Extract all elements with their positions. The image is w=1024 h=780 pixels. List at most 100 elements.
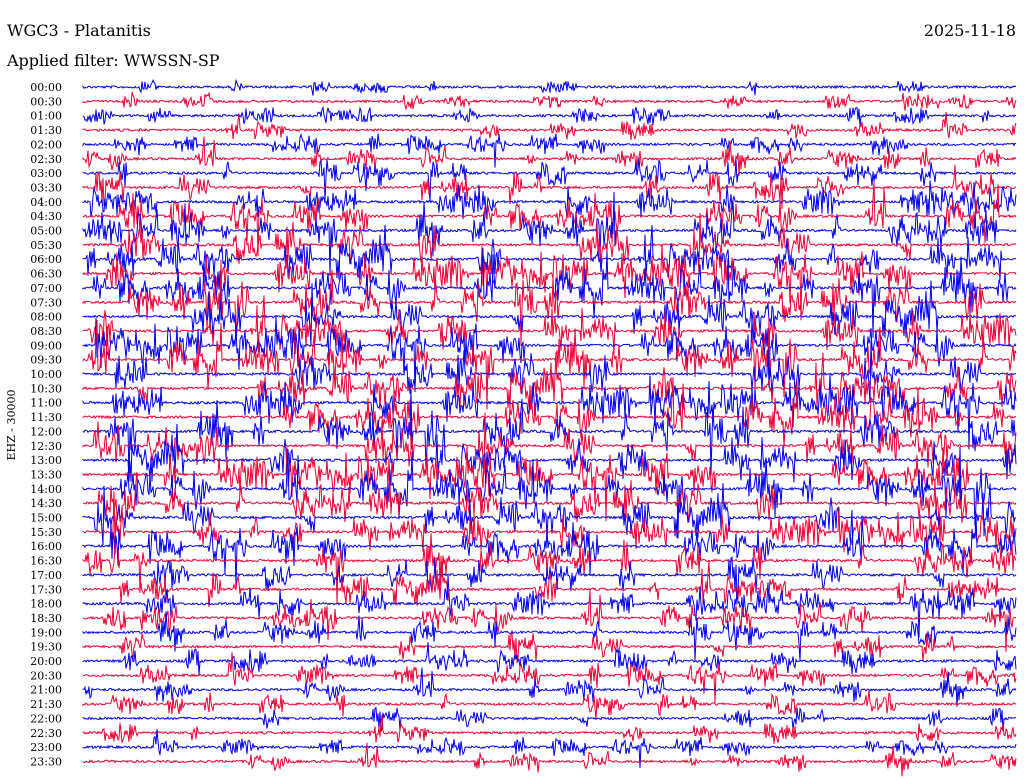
trace-row-0400 xyxy=(82,180,1017,220)
row-time-label: 04:00 xyxy=(30,196,62,209)
trace-row-0300 xyxy=(82,156,1017,203)
trace-row-1530 xyxy=(82,491,1017,553)
trace-row-1730 xyxy=(82,561,1017,608)
row-time-label: 08:30 xyxy=(30,325,62,338)
trace-row-2030 xyxy=(82,652,1017,703)
trace-row-1030 xyxy=(82,352,1017,410)
row-time-label: 17:30 xyxy=(30,583,62,596)
trace-row-1630 xyxy=(82,533,1017,604)
row-time-label: 13:00 xyxy=(30,454,62,467)
trace-row-0800 xyxy=(82,280,1017,346)
seismic-traces xyxy=(82,78,1017,777)
row-time-label: 00:00 xyxy=(30,81,62,94)
trace-row-0900 xyxy=(82,315,1017,393)
trace-row-0330 xyxy=(82,164,1017,209)
row-time-label: 10:30 xyxy=(30,382,62,395)
row-time-label: 22:00 xyxy=(30,712,62,725)
row-time-label: 19:30 xyxy=(30,641,62,654)
trace-row-0700 xyxy=(82,248,1017,338)
row-time-label: 11:30 xyxy=(30,411,62,424)
trace-row-0130 xyxy=(82,112,1017,141)
row-time-label: 12:00 xyxy=(30,425,62,438)
row-time-label: 16:00 xyxy=(30,540,62,553)
row-time-label: 01:00 xyxy=(30,110,62,123)
trace-row-2300 xyxy=(82,729,1017,769)
row-time-label: 16:30 xyxy=(30,555,62,568)
row-time-label: 09:00 xyxy=(30,339,62,352)
trace-row-2000 xyxy=(82,642,1017,676)
channel-axis-label: EHZ - 30000 xyxy=(5,390,18,461)
row-time-label: 20:00 xyxy=(30,655,62,668)
row-time-label: 10:00 xyxy=(30,368,62,381)
trace-row-0930 xyxy=(82,317,1017,410)
row-time-label: 05:30 xyxy=(30,239,62,252)
row-time-label: 14:00 xyxy=(30,483,62,496)
row-time-label: 06:00 xyxy=(30,253,62,266)
row-time-label: 08:00 xyxy=(30,311,62,324)
trace-row-0630 xyxy=(82,244,1017,321)
trace-row-1230 xyxy=(82,412,1017,475)
row-time-label: 17:00 xyxy=(30,569,62,582)
trace-row-1130 xyxy=(82,377,1017,450)
trace-row-0230 xyxy=(82,136,1017,176)
trace-row-0430 xyxy=(82,181,1017,257)
row-time-label: 21:30 xyxy=(30,698,62,711)
row-time-label: 00:30 xyxy=(30,95,62,108)
row-time-label: 19:00 xyxy=(30,626,62,639)
row-time-label: 13:30 xyxy=(30,468,62,481)
row-time-label: 02:30 xyxy=(30,153,62,166)
trace-row-0830 xyxy=(82,295,1017,354)
trace-row-1000 xyxy=(82,340,1017,403)
row-time-label: 09:30 xyxy=(30,354,62,367)
station-title: WGC3 - Platanitis xyxy=(7,21,151,40)
row-time-label: 03:00 xyxy=(30,167,62,180)
row-time-label: 11:00 xyxy=(30,397,62,410)
trace-row-2230 xyxy=(82,714,1017,744)
trace-row-2200 xyxy=(82,706,1017,732)
trace-row-0730 xyxy=(82,259,1017,347)
trace-row-0200 xyxy=(82,133,1017,168)
trace-row-1600 xyxy=(82,509,1017,589)
trace-row-1500 xyxy=(82,483,1017,546)
row-time-label: 15:30 xyxy=(30,526,62,539)
row-time-label: 14:30 xyxy=(30,497,62,510)
trace-row-1100 xyxy=(82,373,1017,450)
row-time-label: 21:00 xyxy=(30,684,62,697)
trace-row-0500 xyxy=(82,191,1017,276)
trace-row-1900 xyxy=(82,611,1017,662)
trace-row-1330 xyxy=(82,445,1017,522)
row-time-label: 07:30 xyxy=(30,296,62,309)
trace-row-0530 xyxy=(82,212,1016,273)
row-time-label: 02:00 xyxy=(30,138,62,151)
trace-row-1430 xyxy=(82,471,1017,523)
trace-row-2330 xyxy=(82,742,1017,777)
filter-label: Applied filter: WWSSN-SP xyxy=(6,51,220,70)
row-time-label: 20:30 xyxy=(30,669,62,682)
row-time-label: 05:00 xyxy=(30,225,62,238)
trace-row-0000 xyxy=(82,78,1017,96)
row-time-label: 23:30 xyxy=(30,755,62,768)
trace-row-2130 xyxy=(82,689,1017,720)
row-time-label: 22:30 xyxy=(30,727,62,740)
trace-row-1800 xyxy=(82,575,1017,638)
trace-row-1930 xyxy=(82,632,1017,664)
row-time-label: 12:30 xyxy=(30,440,62,453)
row-time-label: 01:30 xyxy=(30,124,62,137)
trace-row-1300 xyxy=(82,423,1017,483)
row-time-label: 18:00 xyxy=(30,598,62,611)
row-time-label: 06:30 xyxy=(30,268,62,281)
trace-row-1830 xyxy=(82,590,1017,652)
row-time-label: 15:00 xyxy=(30,512,62,525)
row-time-label: 23:00 xyxy=(30,741,62,754)
trace-row-1200 xyxy=(82,388,1017,482)
trace-row-0100 xyxy=(82,105,1017,128)
row-time-label: 04:30 xyxy=(30,210,62,223)
trace-row-1400 xyxy=(82,446,1017,539)
row-time-label: 03:30 xyxy=(30,181,62,194)
date-label: 2025-11-18 xyxy=(924,21,1016,40)
row-time-label: 18:30 xyxy=(30,612,62,625)
trace-row-0030 xyxy=(82,91,1017,111)
trace-row-2100 xyxy=(82,667,1017,707)
